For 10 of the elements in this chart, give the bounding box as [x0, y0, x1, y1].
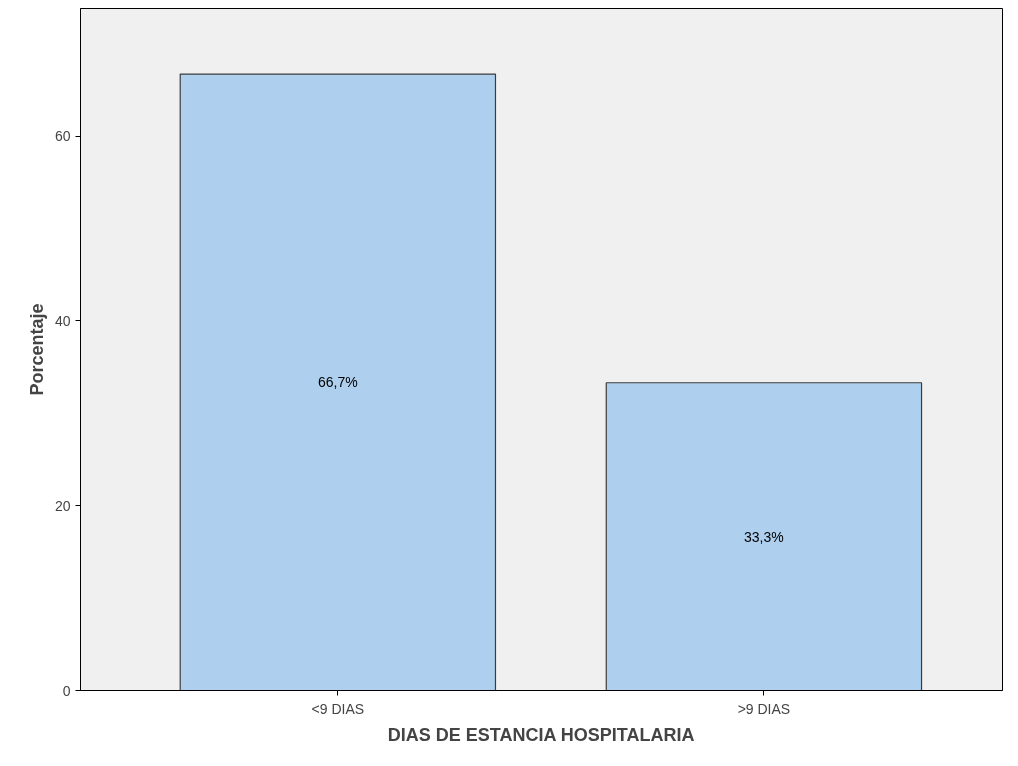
x-axis-title: DIAS DE ESTANCIA HOSPITALARIA [387, 724, 695, 745]
data-label: 33,3% [744, 528, 784, 545]
y-tick-label: 40 [54, 312, 71, 329]
y-tick-label: 60 [54, 128, 71, 145]
x-tick-label: >9 DIAS [737, 700, 791, 717]
y-tick-label: 0 [62, 682, 71, 699]
data-label: 66,7% [317, 374, 358, 391]
x-tick-label: <9 DIAS [311, 700, 365, 717]
y-tick-label: 20 [54, 497, 71, 514]
y-axis-title: Porcentaje [26, 303, 47, 396]
